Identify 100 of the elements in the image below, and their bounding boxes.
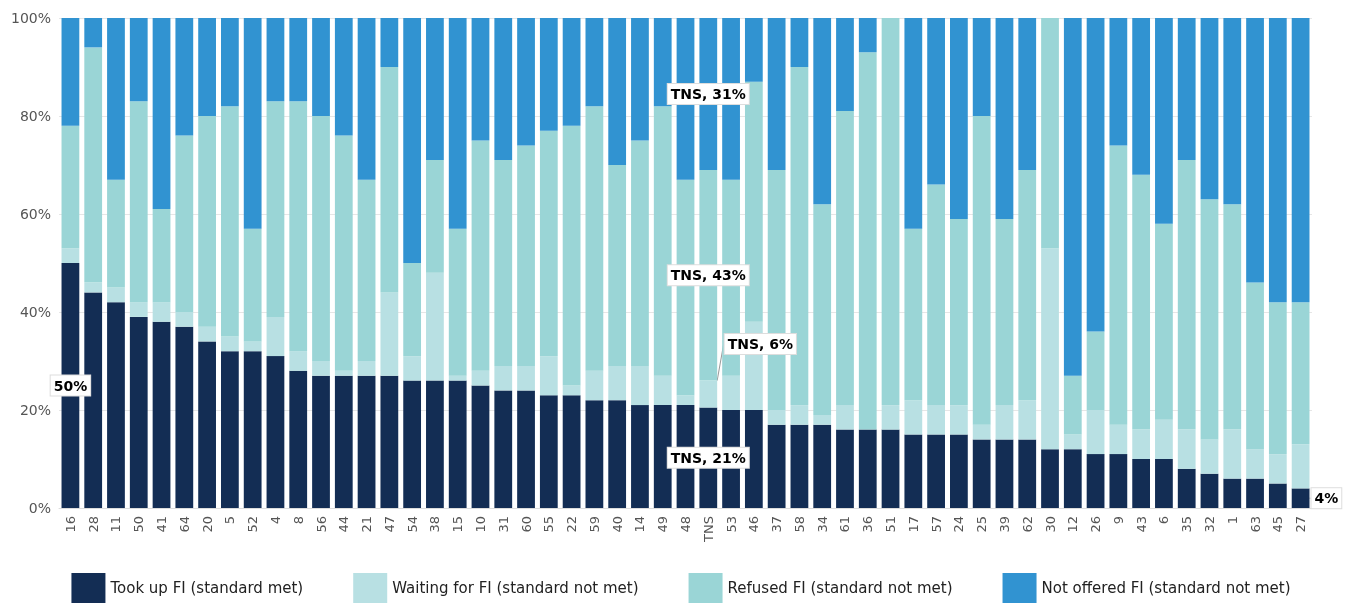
bar <box>927 434 945 508</box>
bar <box>1246 18 1264 283</box>
bar <box>950 218 968 406</box>
x-tick-label: 37 <box>769 516 785 533</box>
bar <box>426 272 444 381</box>
bar <box>608 400 627 508</box>
data-label: 50% <box>53 377 88 394</box>
bar <box>722 375 740 410</box>
bar <box>334 370 353 376</box>
x-tick-label: 16 <box>62 516 78 533</box>
x-tick-label: 25 <box>974 516 990 533</box>
bar <box>357 375 376 508</box>
x-tick-label: 20 <box>199 516 215 533</box>
bar <box>1086 454 1105 508</box>
bar <box>858 429 877 508</box>
bar <box>1018 439 1037 508</box>
bar <box>1018 169 1037 401</box>
bar <box>1246 282 1264 450</box>
bar <box>927 18 945 185</box>
bar <box>243 18 262 229</box>
y-tick-label: 60% <box>19 206 52 222</box>
bar <box>494 365 513 391</box>
bar <box>1041 18 1059 249</box>
x-tick-label: 35 <box>1179 516 1195 533</box>
bar <box>61 248 80 263</box>
bar <box>950 434 968 508</box>
x-tick-label: 15 <box>450 516 466 533</box>
bar <box>471 370 490 386</box>
x-tick-label: 40 <box>609 516 625 533</box>
bar <box>1018 18 1037 170</box>
x-tick-label: 50 <box>131 516 147 533</box>
bar <box>1291 18 1310 303</box>
bar <box>448 228 467 376</box>
bar <box>517 390 535 508</box>
bar <box>517 365 535 391</box>
bar <box>312 18 330 116</box>
x-tick-label: 9 <box>1110 516 1126 525</box>
y-tick-label: 40% <box>19 304 52 320</box>
bar <box>881 429 900 508</box>
bar <box>767 18 786 170</box>
bar <box>380 292 399 376</box>
bar <box>243 228 262 342</box>
bar <box>608 365 627 401</box>
x-tick-label: 49 <box>655 516 671 533</box>
bar <box>858 52 877 430</box>
bar <box>221 351 239 508</box>
bar <box>198 116 216 327</box>
bar <box>950 405 968 435</box>
bar <box>858 18 877 53</box>
bar <box>927 184 945 406</box>
bar <box>1177 18 1196 161</box>
bar <box>904 228 923 401</box>
x-tick-label: 61 <box>837 516 853 533</box>
bar <box>448 380 467 508</box>
bar <box>790 424 809 508</box>
bar <box>243 341 262 352</box>
x-tick-label: 55 <box>541 516 557 533</box>
bar <box>152 18 171 210</box>
bar <box>426 160 444 273</box>
x-tick-label: 43 <box>1133 516 1149 533</box>
bar <box>744 18 763 82</box>
x-tick-label: 4 <box>267 516 283 525</box>
x-tick-label: TNS <box>700 516 716 543</box>
bar <box>471 385 490 508</box>
bar <box>813 204 832 415</box>
bar <box>129 101 148 303</box>
x-tick-label: 60 <box>518 516 534 533</box>
bar <box>539 356 558 396</box>
bar <box>175 312 194 327</box>
x-tick-label: 44 <box>336 516 352 533</box>
bar <box>904 18 923 229</box>
bar <box>129 302 148 317</box>
bar <box>1086 410 1105 455</box>
bar <box>1109 145 1128 425</box>
bar <box>1177 429 1196 469</box>
bar <box>289 18 308 102</box>
bar <box>1063 375 1082 435</box>
bar <box>448 375 467 381</box>
bar <box>562 395 581 508</box>
bar <box>1109 18 1128 146</box>
bar <box>836 405 854 430</box>
bar <box>198 341 216 508</box>
bar <box>1223 204 1242 430</box>
bar <box>995 18 1014 219</box>
bar <box>243 351 262 508</box>
bar <box>1063 449 1082 508</box>
bar <box>539 130 558 357</box>
bar <box>1063 434 1082 450</box>
bar <box>494 160 513 366</box>
bar <box>1041 449 1059 508</box>
bar <box>357 179 376 361</box>
bar <box>972 439 991 508</box>
x-tick-label: 62 <box>1019 516 1035 533</box>
x-tick-label: 52 <box>245 516 261 533</box>
y-tick-label: 0% <box>28 500 52 516</box>
bar <box>312 375 330 508</box>
x-tick-label: 31 <box>495 516 511 533</box>
bar <box>1268 454 1287 484</box>
bar <box>1132 459 1151 508</box>
bar <box>312 361 330 376</box>
